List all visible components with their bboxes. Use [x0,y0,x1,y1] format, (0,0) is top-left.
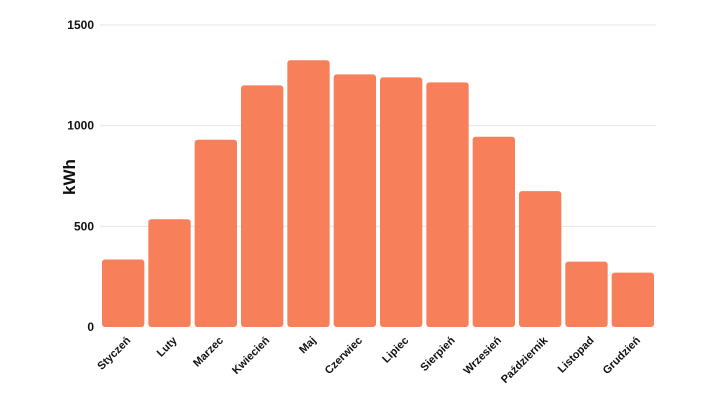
x-tick-label: Sierpień [418,334,457,373]
x-tick-label: Październik [499,334,551,386]
bar [472,136,515,327]
x-tick-label: Czerwiec [323,335,365,377]
bar [380,77,423,327]
x-tick-label: Marzec [191,335,226,370]
x-tick-label: Listopad [556,335,597,376]
y-tick-label: 500 [74,219,94,233]
bar [102,259,145,327]
y-tick-label: 0 [87,320,94,334]
x-axis-ticks: Styczeń Luty Marzec Kwiecień Maj Czerwiec Lipi… [95,334,643,386]
bar [426,82,469,327]
x-tick-label: Luty [155,334,181,360]
bar [333,74,376,328]
x-tick-label: Wrzesień [461,334,504,377]
bar-layer [102,60,654,328]
bar [241,85,284,328]
x-tick-label: Kwiecień [230,334,272,376]
x-tick-label: Styczeń [95,334,133,372]
grid-layer [100,24,656,227]
y-axis-title: kWh [60,159,79,195]
bar [148,219,191,327]
bar [194,139,237,327]
x-tick-label: Grudzień [601,334,643,376]
x-tick-label: Maj [297,335,318,356]
y-axis-ticks: 0 500 1000 1500 [67,18,94,334]
bar [565,261,608,327]
bar [287,60,330,327]
x-tick-label: Lipiec [380,335,411,366]
bar [519,191,562,327]
bar [611,272,654,327]
y-tick-label: 1500 [67,18,94,32]
y-tick-label: 1000 [67,119,94,133]
